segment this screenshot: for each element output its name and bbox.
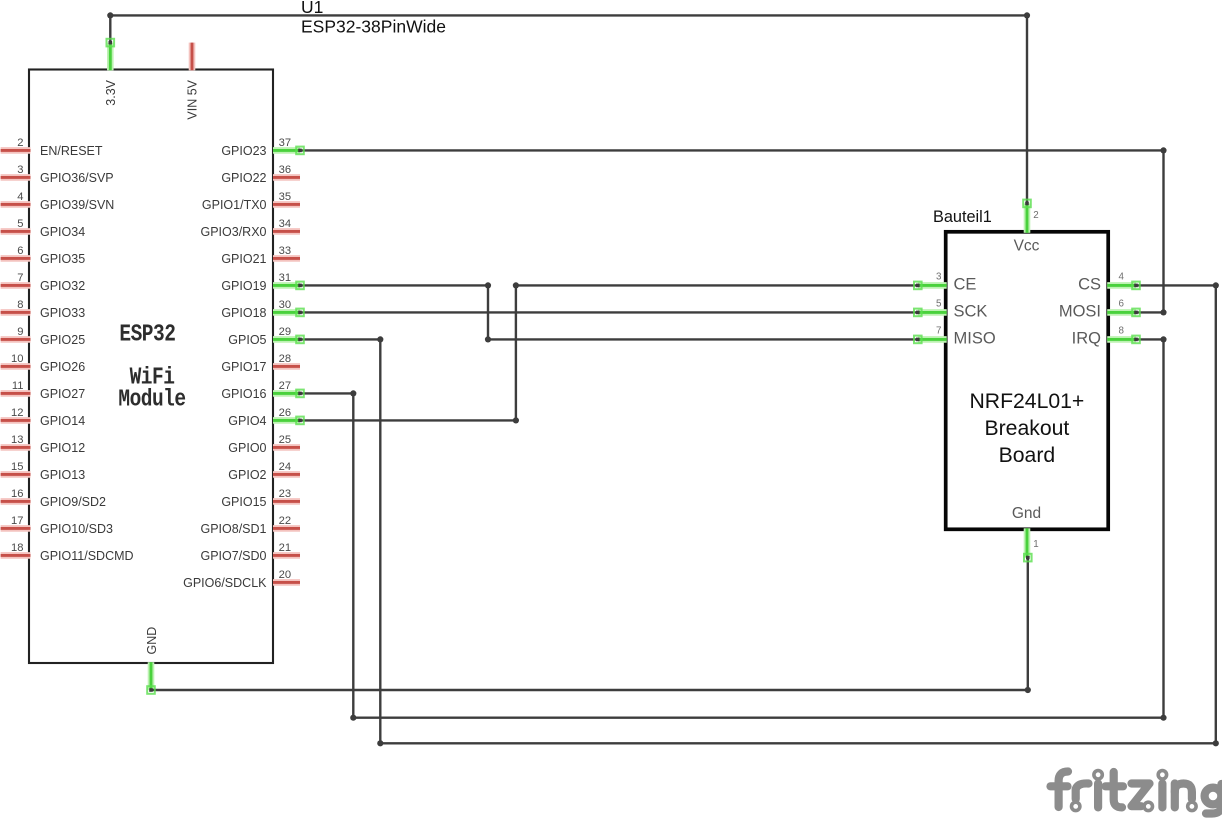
svg-text:GPIO32: GPIO32	[40, 279, 85, 293]
svg-text:GPIO22: GPIO22	[221, 171, 266, 185]
svg-text:Vcc: Vcc	[1014, 238, 1040, 255]
svg-text:31: 31	[279, 272, 291, 284]
svg-text:GPIO14: GPIO14	[40, 414, 85, 428]
svg-text:Module: Module	[118, 386, 185, 413]
svg-text:36: 36	[279, 164, 291, 176]
svg-text:GPIO18: GPIO18	[221, 306, 266, 320]
svg-text:26: 26	[279, 407, 291, 419]
svg-text:34: 34	[279, 218, 291, 230]
svg-text:20: 20	[279, 569, 291, 581]
svg-text:GPIO5: GPIO5	[228, 333, 266, 347]
svg-text:17: 17	[11, 515, 23, 527]
svg-text:9: 9	[17, 326, 23, 338]
svg-text:2: 2	[1033, 210, 1038, 221]
svg-text:8: 8	[1119, 325, 1125, 336]
svg-text:ESP32-38PinWide: ESP32-38PinWide	[301, 17, 446, 37]
svg-text:Breakout: Breakout	[984, 417, 1069, 440]
svg-text:U1: U1	[301, 0, 323, 17]
svg-text:GPIO26: GPIO26	[40, 360, 85, 374]
svg-text:GPIO3/RX0: GPIO3/RX0	[201, 225, 267, 239]
svg-text:10: 10	[11, 353, 23, 365]
svg-text:23: 23	[279, 488, 291, 500]
svg-text:GPIO34: GPIO34	[40, 225, 85, 239]
svg-text:5: 5	[17, 218, 23, 230]
svg-text:24: 24	[279, 461, 291, 473]
svg-text:4: 4	[17, 191, 23, 203]
svg-text:2: 2	[17, 137, 23, 149]
svg-text:GPIO23: GPIO23	[221, 144, 266, 158]
svg-text:WiFi: WiFi	[130, 364, 175, 391]
svg-text:GPIO36/SVP: GPIO36/SVP	[40, 171, 114, 185]
svg-text:GPIO2: GPIO2	[228, 468, 266, 482]
svg-text:VIN 5V: VIN 5V	[186, 79, 200, 119]
svg-text:Bauteil1: Bauteil1	[933, 208, 992, 226]
svg-text:CE: CE	[954, 276, 977, 294]
svg-text:IRQ: IRQ	[1072, 330, 1102, 348]
svg-text:33: 33	[279, 245, 291, 257]
svg-text:GPIO12: GPIO12	[40, 441, 85, 455]
svg-text:5: 5	[936, 298, 942, 309]
svg-text:GPIO21: GPIO21	[221, 252, 266, 266]
svg-text:3: 3	[936, 271, 942, 282]
svg-text:GPIO39/SVN: GPIO39/SVN	[40, 198, 114, 212]
svg-text:11: 11	[12, 380, 24, 392]
svg-text:35: 35	[279, 191, 291, 203]
svg-text:GPIO1/TX0: GPIO1/TX0	[202, 198, 267, 212]
svg-text:GPIO9/SD2: GPIO9/SD2	[40, 495, 106, 509]
svg-text:18: 18	[11, 542, 23, 554]
svg-text:GPIO0: GPIO0	[228, 441, 266, 455]
svg-text:21: 21	[279, 542, 291, 554]
svg-text:7: 7	[936, 325, 941, 336]
svg-text:GPIO25: GPIO25	[40, 333, 85, 347]
svg-text:GPIO35: GPIO35	[40, 252, 85, 266]
svg-text:22: 22	[279, 515, 291, 527]
svg-text:27: 27	[279, 380, 291, 392]
svg-text:GPIO4: GPIO4	[228, 414, 266, 428]
svg-text:CS: CS	[1078, 276, 1101, 294]
svg-text:GPIO27: GPIO27	[40, 387, 85, 401]
svg-text:12: 12	[11, 407, 23, 419]
svg-text:GPIO13: GPIO13	[40, 468, 85, 482]
svg-text:28: 28	[279, 353, 291, 365]
svg-text:EN/RESET: EN/RESET	[40, 144, 103, 158]
svg-text:3: 3	[17, 164, 23, 176]
svg-text:GPIO15: GPIO15	[221, 495, 266, 509]
svg-text:15: 15	[11, 461, 23, 473]
svg-text:13: 13	[11, 434, 23, 446]
svg-text:37: 37	[279, 137, 291, 149]
svg-text:3.3V: 3.3V	[104, 79, 118, 105]
svg-text:GPIO16: GPIO16	[221, 387, 266, 401]
svg-text:MOSI: MOSI	[1059, 303, 1101, 321]
svg-text:GPIO10/SD3: GPIO10/SD3	[40, 522, 113, 536]
svg-text:Board: Board	[999, 444, 1056, 467]
svg-text:GPIO17: GPIO17	[221, 360, 266, 374]
svg-text:1: 1	[1033, 539, 1038, 550]
svg-text:16: 16	[11, 488, 23, 500]
svg-text:GPIO8/SD1: GPIO8/SD1	[201, 522, 267, 536]
svg-text:GPIO6/SDCLK: GPIO6/SDCLK	[183, 576, 267, 590]
svg-text:29: 29	[279, 326, 291, 338]
svg-text:SCK: SCK	[954, 303, 988, 321]
svg-text:6: 6	[1119, 298, 1125, 309]
svg-text:7: 7	[17, 272, 23, 284]
svg-text:8: 8	[17, 299, 23, 311]
svg-text:GPIO11/SDCMD: GPIO11/SDCMD	[40, 549, 134, 563]
svg-text:GND: GND	[145, 627, 159, 655]
svg-text:30: 30	[279, 299, 291, 311]
svg-text:4: 4	[1119, 271, 1125, 282]
svg-text:GPIO7/SD0: GPIO7/SD0	[201, 549, 267, 563]
svg-text:GPIO33: GPIO33	[40, 306, 85, 320]
svg-text:25: 25	[279, 434, 291, 446]
svg-text:MISO: MISO	[954, 330, 996, 348]
svg-text:6: 6	[17, 245, 23, 257]
svg-text:NRF24L01+: NRF24L01+	[969, 390, 1084, 413]
svg-text:GPIO19: GPIO19	[221, 279, 266, 293]
svg-text:ESP32: ESP32	[119, 321, 175, 348]
svg-text:Gnd: Gnd	[1012, 505, 1041, 522]
